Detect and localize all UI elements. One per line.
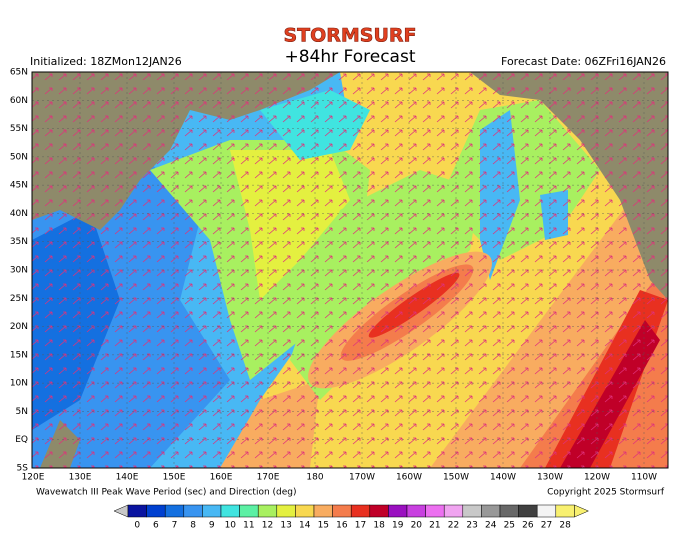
legend-swatch	[443, 504, 464, 518]
legend-label: 20	[411, 521, 423, 531]
legend-swatch	[257, 504, 278, 518]
lon-label: 160W	[396, 473, 422, 483]
legend-swatch	[239, 504, 259, 518]
legend-arrow-left	[113, 504, 129, 518]
lat-label: 15N	[10, 350, 28, 360]
legend-label: 18	[373, 521, 385, 531]
legend-label: 22	[448, 521, 459, 531]
legend-label: 19	[392, 521, 404, 531]
lat-label: 20N	[10, 322, 28, 332]
lon-label: 180	[306, 473, 323, 483]
legend-swatch	[220, 504, 240, 518]
forecast-date: Forecast Date: 06ZFri16JAN26	[501, 55, 666, 68]
legend-swatch	[555, 504, 575, 518]
legend-label: 14	[299, 521, 311, 531]
lon-label: 110W	[631, 473, 657, 483]
lon-label: 170W	[349, 473, 375, 483]
legend-swatch	[146, 504, 166, 518]
lat-label: EQ	[15, 435, 28, 445]
legend-swatch	[202, 504, 222, 518]
caption: Wavewatch III Peak Wave Period (sec) and…	[36, 488, 297, 498]
legend-label: 21	[429, 521, 440, 531]
legend-label: 24	[485, 521, 497, 531]
legend-label: 27	[541, 521, 552, 531]
legend-label: 8	[190, 521, 196, 531]
legend-swatch	[481, 504, 501, 518]
legend-label: 16	[336, 521, 348, 531]
legend-swatch	[313, 504, 333, 518]
lat-label: 50N	[10, 152, 28, 162]
lon-label: 120E	[22, 473, 45, 483]
legend-label: 7	[172, 521, 178, 531]
initialized: Initialized: 18ZMon12JAN26	[30, 55, 182, 68]
legend-swatch	[536, 504, 557, 518]
legend-label: 0	[134, 521, 140, 531]
legend-swatch	[127, 504, 147, 518]
lat-label: 10N	[10, 379, 28, 389]
lat-label: 40N	[10, 209, 28, 219]
legend-swatch	[164, 504, 185, 518]
legend-swatch	[183, 504, 203, 518]
lon-label: 130E	[69, 473, 92, 483]
legend-swatch	[406, 504, 426, 518]
legend-label: 26	[522, 521, 534, 531]
legend-label: 15	[318, 521, 329, 531]
legend-label: 13	[280, 521, 291, 531]
legend-swatch	[295, 504, 315, 518]
lon-label: 130W	[537, 473, 563, 483]
legend-label: 11	[243, 521, 254, 531]
lon-label: 140E	[116, 473, 139, 483]
copyright: Copyright 2025 Stormsurf	[547, 488, 665, 498]
lat-label: 65N	[10, 68, 28, 78]
lat-label: 45N	[10, 181, 28, 191]
legend-swatch	[499, 504, 519, 518]
lat-label: 60N	[10, 96, 28, 106]
lat-label: 55N	[10, 124, 28, 134]
legend-swatch	[332, 504, 352, 518]
legend-label: 10	[225, 521, 237, 531]
legend-swatch	[350, 504, 371, 518]
lon-label: 170E	[257, 473, 280, 483]
legend-swatch	[388, 504, 408, 518]
graticule: 65N 60N 55N 50N 45N 40N 35N 30N 25N 20N 15N 10N 5N EQ…	[10, 68, 668, 483]
legend-label: 25	[504, 521, 515, 531]
legend-label: 9	[209, 521, 215, 531]
map-frame	[31, 71, 669, 469]
legend-label: 6	[153, 521, 159, 531]
lon-label: 140W	[490, 473, 516, 483]
lon-label: 120W	[584, 473, 610, 483]
legend-label: 28	[559, 521, 571, 531]
legend-swatch	[276, 504, 296, 518]
lon-label: 150E	[163, 473, 186, 483]
brand: STORMSURF	[283, 25, 416, 47]
lat-label: 5S	[17, 464, 29, 474]
lat-label: 25N	[10, 294, 28, 304]
color-legend: 0 6 7 8 9 10 11 12 13 14 15 16 17 18 19 20 21 22 23 24 25 26 2…	[113, 504, 590, 531]
legend-label: 17	[355, 521, 366, 531]
lat-label: 30N	[10, 266, 28, 276]
lat-label: 5N	[16, 407, 28, 417]
legend-label: 23	[466, 521, 477, 531]
legend-label: 12	[262, 521, 273, 531]
legend-swatch	[518, 504, 538, 518]
map	[32, 72, 668, 468]
lon-label: 150W	[443, 473, 469, 483]
title: +84hr Forecast	[285, 47, 416, 67]
lat-label: 35N	[10, 237, 28, 247]
lon-label: 160E	[210, 473, 233, 483]
legend-swatch	[425, 504, 445, 518]
legend-swatch	[462, 504, 482, 518]
legend-swatch	[369, 504, 389, 518]
legend-arrow-right	[574, 504, 590, 518]
